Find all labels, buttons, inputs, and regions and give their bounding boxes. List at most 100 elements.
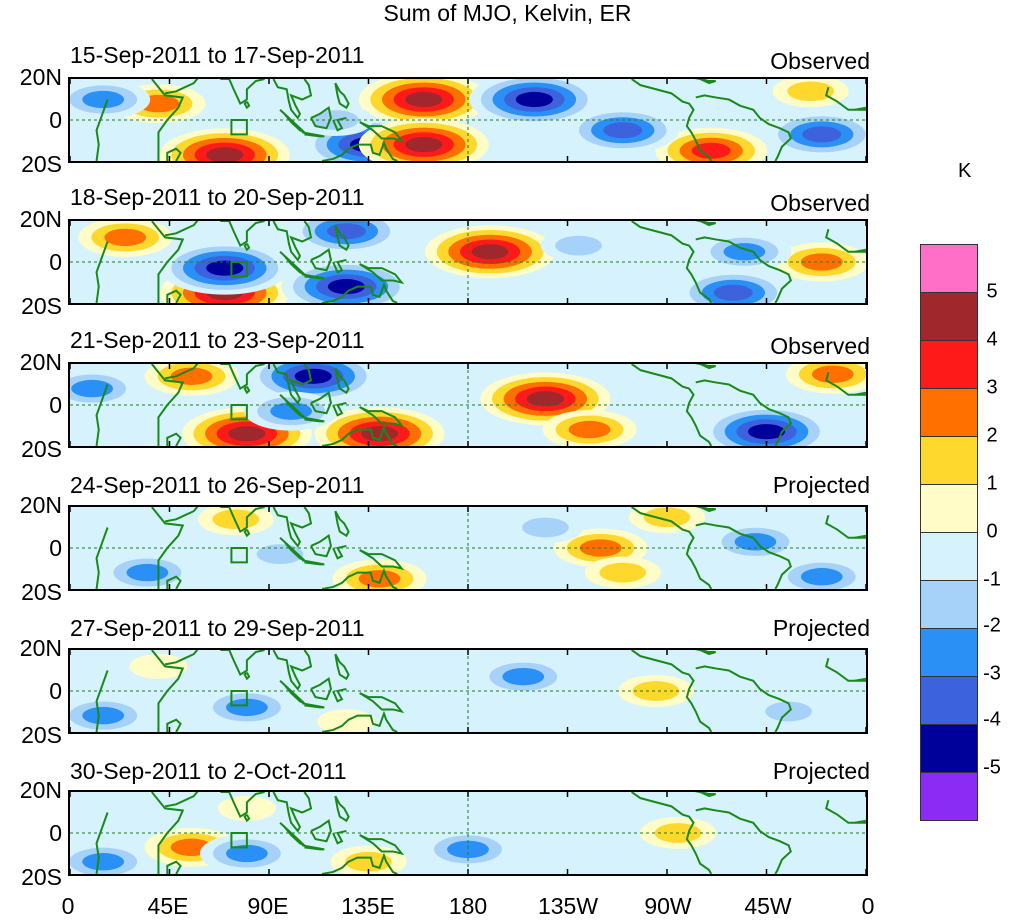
colorbar-swatch-9 bbox=[920, 676, 978, 724]
ytick-20s-1: 20S bbox=[21, 151, 62, 177]
colorbar-swatch-10 bbox=[920, 724, 978, 772]
xtick-45w: 45W bbox=[744, 893, 792, 919]
xtick-180: 180 bbox=[448, 893, 488, 919]
coastline-2 bbox=[166, 860, 182, 874]
ytick-0-3: 0 bbox=[49, 392, 62, 418]
coastline-1 bbox=[151, 792, 185, 874]
coastline-10 bbox=[332, 401, 347, 417]
coastline-0 bbox=[95, 670, 109, 732]
coastline-16 bbox=[694, 221, 716, 227]
ytick-0-1: 0 bbox=[49, 107, 62, 133]
coastline-6 bbox=[272, 221, 313, 262]
colorbar bbox=[920, 244, 978, 821]
coastline-16 bbox=[694, 79, 716, 85]
xtick-135e: 135E bbox=[341, 893, 395, 919]
map-panel-5 bbox=[68, 648, 868, 734]
coastline-11 bbox=[334, 82, 350, 110]
coastline-0 bbox=[95, 241, 109, 303]
chart-title: Sum of MJO, Kelvin, ER bbox=[383, 0, 632, 26]
coastline-14 bbox=[631, 221, 713, 303]
anomaly-1-level-3 bbox=[82, 706, 125, 725]
coastline-11 bbox=[334, 795, 350, 823]
coastline-5 bbox=[243, 528, 251, 538]
coastline-15 bbox=[695, 379, 792, 446]
coastline-18 bbox=[854, 534, 866, 539]
anomaly-0-level-5 bbox=[471, 244, 509, 260]
ytick-20s-5: 20S bbox=[21, 722, 62, 748]
coastline-14 bbox=[631, 364, 713, 446]
anomaly-4-level-3 bbox=[126, 563, 169, 582]
anomaly-5-level-4 bbox=[326, 223, 366, 240]
ytick-0-4: 0 bbox=[49, 535, 62, 561]
anomaly-5-level-3 bbox=[170, 367, 213, 385]
colorbar-swatch-6 bbox=[920, 532, 978, 580]
colorbar-swatch-3 bbox=[920, 388, 978, 436]
ytick-20s-3: 20S bbox=[21, 436, 62, 462]
coastline-15 bbox=[695, 236, 792, 303]
coastline-11 bbox=[334, 224, 350, 252]
coastline-16 bbox=[694, 650, 716, 656]
coastline-18 bbox=[854, 819, 866, 824]
anomaly-6-level-1 bbox=[129, 653, 188, 679]
colorbar-tick-3: 3 bbox=[986, 376, 998, 399]
anomaly-1-level-3 bbox=[226, 844, 268, 863]
xtick-360: 0 bbox=[861, 893, 875, 919]
ytick-0-6: 0 bbox=[49, 820, 62, 846]
map-plot-3 bbox=[70, 364, 866, 446]
anomaly-11-level-2 bbox=[787, 81, 835, 102]
coastline-18 bbox=[854, 106, 866, 111]
coastline-4 bbox=[220, 221, 265, 248]
colorbar-tick-2: 2 bbox=[986, 424, 998, 447]
ytick-20n-1: 20N bbox=[19, 64, 62, 90]
coastline-8 bbox=[301, 131, 325, 138]
colorbar-tick-m5: -5 bbox=[983, 756, 1001, 779]
colorbar-swatch-0 bbox=[920, 244, 978, 292]
coastline-14 bbox=[631, 507, 713, 589]
panel-4-status: Projected bbox=[772, 472, 870, 498]
map-plot-1 bbox=[70, 79, 866, 161]
colorbar-tick-m3: -3 bbox=[983, 662, 1001, 685]
coastline-3 bbox=[164, 364, 199, 380]
anomaly-9-level-3 bbox=[811, 365, 854, 383]
anomaly-4-level-5 bbox=[206, 147, 244, 161]
coastline-0 bbox=[95, 527, 109, 589]
coastline-9 bbox=[310, 248, 332, 272]
coastline-9 bbox=[310, 106, 332, 130]
anomaly-2-level-5 bbox=[327, 279, 365, 295]
coastline-1 bbox=[151, 221, 185, 303]
map-plot-5 bbox=[70, 650, 866, 732]
anomaly-4-level-5 bbox=[747, 424, 786, 440]
coastline-10 bbox=[332, 687, 347, 703]
coastline-7 bbox=[279, 251, 306, 276]
anomaly-8-level-2 bbox=[555, 235, 602, 256]
coastline-4 bbox=[220, 507, 265, 534]
coastline-14 bbox=[631, 650, 713, 732]
coastline-4 bbox=[220, 650, 265, 677]
map-panel-1 bbox=[68, 77, 868, 163]
coastline-7 bbox=[279, 394, 306, 419]
panel-3-status: Observed bbox=[770, 333, 870, 359]
anomaly-9-level-3 bbox=[82, 90, 125, 109]
coastline-13 bbox=[321, 139, 398, 161]
coastline-0 bbox=[95, 99, 109, 161]
anomaly-5-level-3 bbox=[800, 568, 843, 586]
colorbar-swatch-1 bbox=[920, 292, 978, 340]
coastline-10 bbox=[332, 544, 347, 560]
coastline-13 bbox=[321, 281, 398, 303]
xtick-0: 0 bbox=[61, 893, 75, 919]
colorbar-tick-1: 1 bbox=[986, 472, 998, 495]
anomaly-9-level-3 bbox=[723, 243, 766, 261]
coastline-8 bbox=[301, 844, 325, 851]
ytick-0-2: 0 bbox=[49, 249, 62, 275]
ytick-20s-4: 20S bbox=[21, 579, 62, 605]
colorbar-tick-m2: -2 bbox=[983, 614, 1001, 637]
coastline-6 bbox=[272, 507, 313, 548]
coastline-2 bbox=[166, 147, 182, 161]
xtick-45e: 45E bbox=[147, 893, 189, 919]
colorbar-tick-m1: -1 bbox=[983, 568, 1001, 591]
coastline-9 bbox=[310, 534, 332, 558]
coastline-12 bbox=[359, 406, 405, 428]
coastline-7 bbox=[279, 822, 306, 847]
colorbar-tick-5: 5 bbox=[986, 280, 998, 303]
coastline-12 bbox=[359, 692, 405, 714]
